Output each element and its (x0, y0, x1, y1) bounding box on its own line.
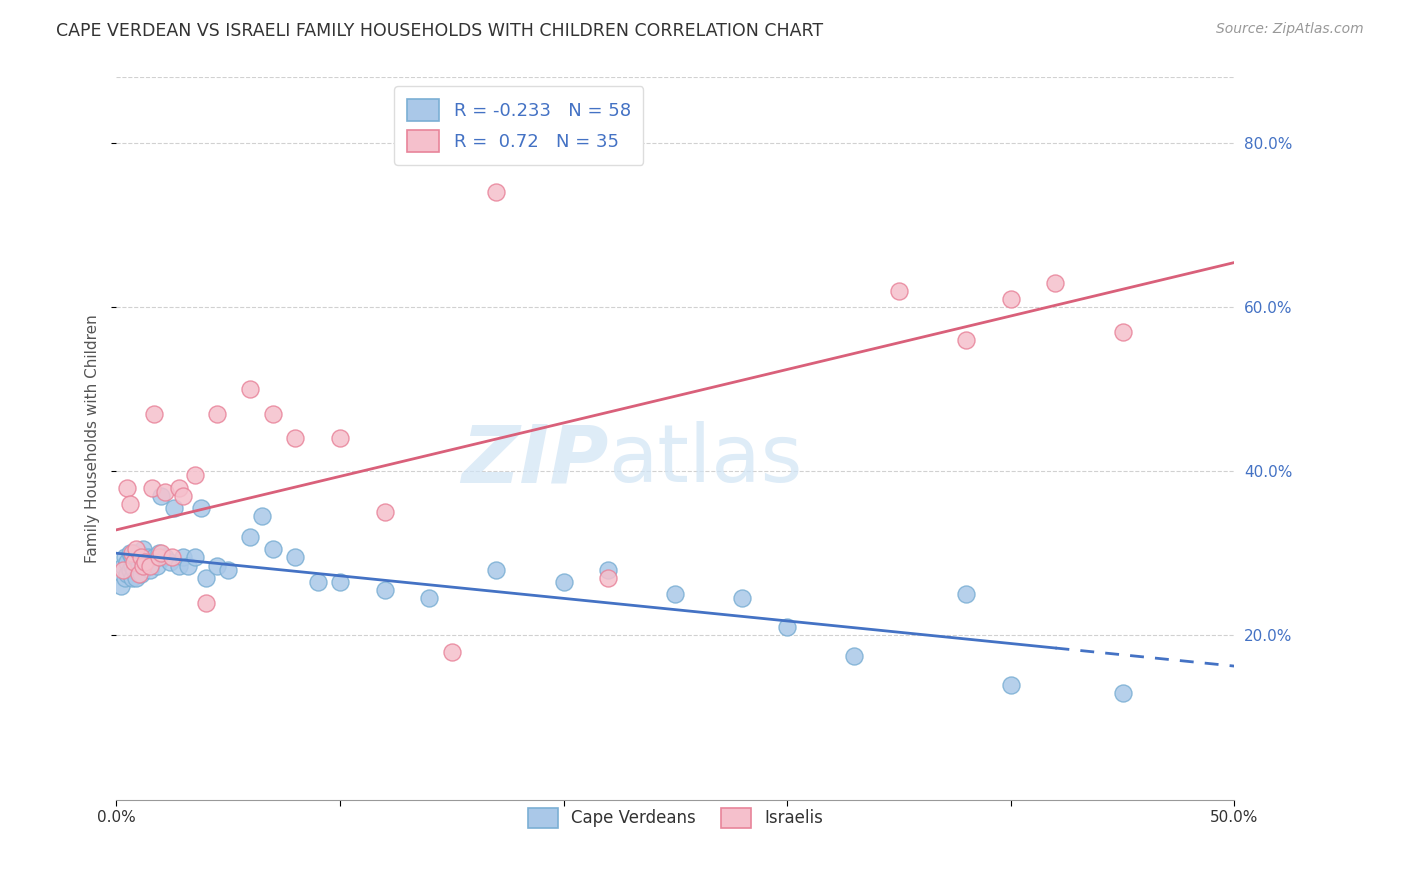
Point (117, 481, 139, 495)
Point (172, 550, 194, 565)
Point (121, 571, 143, 585)
Point (122, 555, 145, 569)
Point (183, 468, 205, 483)
Point (172, 489, 194, 503)
Point (155, 550, 177, 565)
Point (114, 571, 136, 585)
Point (122, 546, 145, 560)
Point (440, 645, 463, 659)
Point (1045, 276, 1067, 290)
Point (143, 407, 166, 421)
Point (284, 550, 307, 565)
Point (114, 550, 136, 565)
Point (148, 546, 170, 560)
Point (128, 558, 150, 573)
Point (1000, 292, 1022, 306)
Point (731, 591, 754, 606)
Point (374, 505, 396, 519)
Point (111, 558, 134, 573)
Point (553, 575, 575, 590)
Point (190, 501, 212, 516)
Point (155, 484, 177, 499)
Point (262, 542, 284, 557)
Text: ZIP: ZIP (461, 421, 609, 500)
Point (134, 555, 156, 569)
Point (139, 563, 162, 577)
Point (307, 575, 329, 590)
Point (117, 555, 139, 569)
Point (1111, 325, 1133, 339)
Point (183, 550, 205, 565)
Point (160, 550, 183, 565)
Point (121, 550, 143, 565)
Point (485, 563, 508, 577)
Point (167, 481, 190, 495)
Point (1111, 686, 1133, 700)
Point (418, 591, 440, 606)
Point (329, 432, 352, 446)
Point (129, 550, 152, 565)
Point (887, 284, 910, 298)
Point (139, 558, 162, 573)
Point (141, 555, 163, 569)
Point (194, 596, 217, 610)
Point (129, 550, 152, 565)
Point (141, 481, 163, 495)
Point (132, 542, 155, 557)
Point (122, 563, 145, 577)
Point (134, 555, 156, 569)
Point (128, 566, 150, 581)
Text: CAPE VERDEAN VS ISRAELI FAMILY HOUSEHOLDS WITH CHILDREN CORRELATION CHART: CAPE VERDEAN VS ISRAELI FAMILY HOUSEHOLD… (56, 22, 824, 40)
Y-axis label: Family Households with Children: Family Households with Children (86, 314, 100, 563)
Point (205, 407, 228, 421)
Point (132, 558, 155, 573)
Point (955, 333, 977, 347)
Point (117, 566, 139, 581)
Point (598, 563, 620, 577)
Point (148, 550, 170, 565)
Point (132, 558, 155, 573)
Point (110, 579, 132, 593)
Point (239, 530, 262, 544)
Point (129, 566, 152, 581)
Point (118, 563, 141, 577)
Text: Source: ZipAtlas.com: Source: ZipAtlas.com (1216, 22, 1364, 37)
Point (284, 432, 307, 446)
Point (844, 648, 866, 663)
Point (125, 542, 148, 557)
Point (125, 550, 148, 565)
Point (374, 583, 396, 598)
Text: atlas: atlas (609, 421, 803, 500)
Point (262, 407, 284, 421)
Point (145, 558, 167, 573)
Point (118, 546, 141, 560)
Point (955, 587, 977, 601)
Point (194, 571, 217, 585)
Point (205, 558, 228, 573)
Point (159, 555, 181, 569)
Point (125, 571, 148, 585)
Point (121, 558, 143, 573)
Point (163, 501, 186, 516)
Point (177, 558, 200, 573)
Point (485, 186, 508, 200)
Point (118, 497, 141, 511)
Point (111, 563, 134, 577)
Point (1000, 678, 1022, 692)
Point (128, 546, 150, 560)
Point (776, 620, 799, 634)
Point (150, 489, 173, 503)
Legend: Cape Verdeans, Israelis: Cape Verdeans, Israelis (522, 801, 830, 835)
Point (150, 546, 173, 560)
Point (239, 382, 262, 396)
Point (143, 550, 166, 565)
Point (664, 587, 686, 601)
Point (250, 509, 273, 524)
Point (136, 550, 159, 565)
Point (167, 558, 190, 573)
Point (121, 546, 143, 560)
Point (329, 575, 352, 590)
Point (598, 571, 620, 585)
Point (217, 563, 239, 577)
